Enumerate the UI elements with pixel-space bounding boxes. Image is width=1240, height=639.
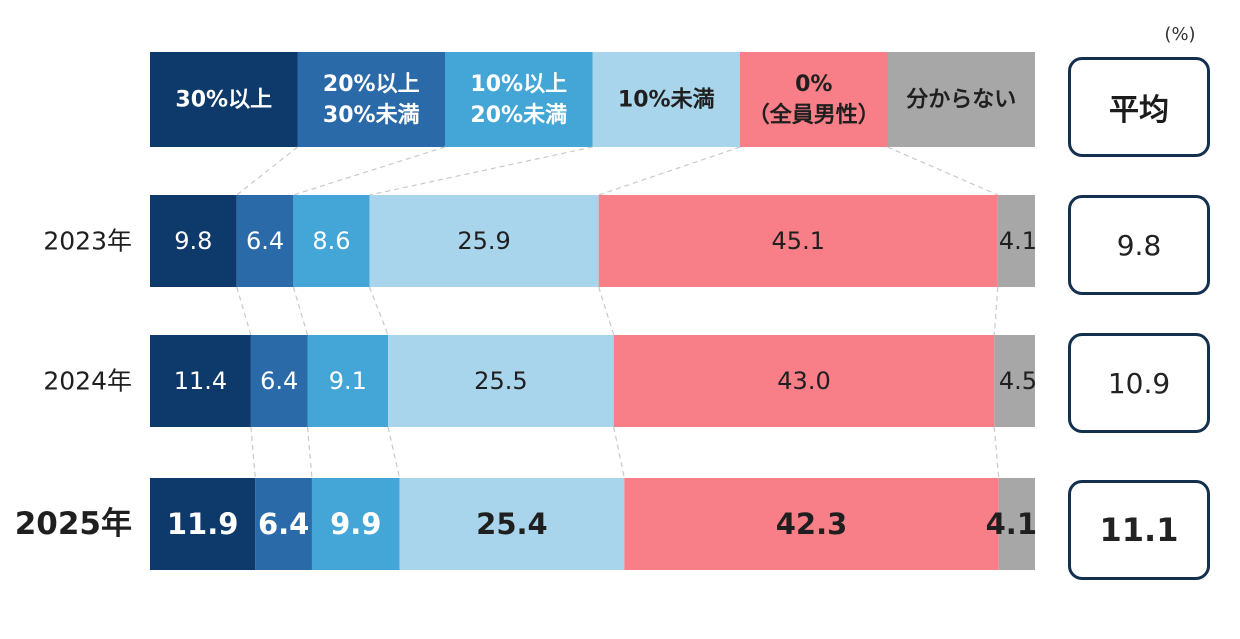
- data-label: 6.4: [246, 227, 284, 255]
- data-label: 6.4: [258, 507, 309, 541]
- category-label: 2023年: [43, 227, 132, 256]
- legend-label-1: 20%以上 30%未満: [323, 72, 420, 128]
- bar-segment: [399, 478, 625, 570]
- unit-label: (%): [1164, 24, 1196, 45]
- connector-line: [368, 286, 389, 336]
- bar-segment: [150, 478, 256, 570]
- connector-line: [598, 286, 615, 336]
- data-label: 8.6: [312, 227, 350, 255]
- data-label: 25.5: [474, 367, 527, 395]
- bar-segment: [236, 195, 294, 287]
- legend-swatch-3: [592, 52, 740, 147]
- legend-swatch-4: [740, 52, 888, 147]
- average-2024: 10.9: [1068, 333, 1210, 433]
- data-label: 43.0: [777, 367, 830, 395]
- average-2025: 11.1: [1068, 480, 1210, 580]
- connector-line: [250, 426, 256, 479]
- data-label: 9.1: [329, 367, 367, 395]
- legend-label-4: 0%（全員男性）: [748, 72, 880, 128]
- legend-label-5: 分からない: [906, 87, 1016, 112]
- connector-line: [993, 426, 1000, 479]
- connector-line: [598, 146, 741, 196]
- data-label: 6.4: [260, 367, 298, 395]
- connector-line: [887, 146, 999, 196]
- bar-segment: [994, 335, 1035, 427]
- data-label: 11.4: [174, 367, 227, 395]
- data-label: 45.1: [772, 227, 825, 255]
- legend-swatch-5: [887, 52, 1035, 147]
- bar-segment: [598, 195, 998, 287]
- legend-label-3: 10%未満: [618, 86, 715, 112]
- bar-segment: [388, 335, 614, 427]
- average-2023: 9.8: [1068, 195, 1210, 295]
- connector-line: [236, 146, 298, 196]
- connector-line: [293, 146, 446, 196]
- legend-swatch-2: [445, 52, 593, 147]
- legend-label-0: 30%以上: [175, 87, 272, 112]
- bar-segment: [293, 195, 370, 287]
- bar-segment: [369, 195, 599, 287]
- bar-segment: [997, 195, 1035, 287]
- bar-segment: [613, 335, 995, 427]
- connector-line: [387, 426, 401, 479]
- connector-line: [292, 286, 309, 336]
- data-label: 25.4: [476, 507, 548, 541]
- data-label: 42.3: [776, 507, 848, 541]
- data-label: 4.1: [986, 507, 1037, 541]
- data-label: 25.9: [457, 227, 510, 255]
- data-label: 9.8: [174, 227, 212, 255]
- connector-line: [993, 286, 999, 336]
- legend-swatch-1: [297, 52, 445, 147]
- bar-segment: [998, 478, 1035, 570]
- category-label: 2025年: [15, 506, 132, 542]
- connector-line: [306, 426, 313, 479]
- bar-segment: [311, 478, 400, 570]
- bar-segment: [150, 335, 251, 427]
- data-label: 4.5: [999, 367, 1037, 395]
- bar-segment: [150, 195, 237, 287]
- bar-segment: [307, 335, 389, 427]
- legend-label-2: 10%以上 20%未満: [470, 72, 567, 128]
- bar-segment: [255, 478, 312, 570]
- legend-swatch-0: [150, 52, 298, 147]
- category-label: 2024年: [43, 367, 132, 396]
- bar-segment: [250, 335, 308, 427]
- data-label: 4.1: [999, 227, 1037, 255]
- data-label: 11.9: [167, 507, 239, 541]
- connector-line: [369, 146, 593, 196]
- data-label: 9.9: [330, 507, 381, 541]
- connector-line: [613, 426, 625, 479]
- average-header: 平均: [1068, 57, 1210, 157]
- connector-line: [236, 286, 252, 336]
- bar-segment: [624, 478, 999, 570]
